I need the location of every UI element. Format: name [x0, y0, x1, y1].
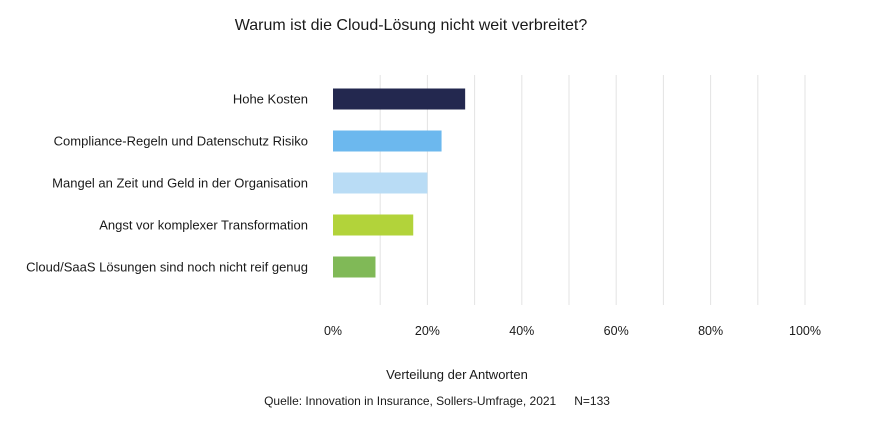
bar — [333, 88, 466, 110]
category-label: Hohe Kosten — [233, 92, 308, 107]
x-tick-label: 100% — [789, 324, 821, 338]
bar — [333, 172, 428, 194]
category-label: Angst vor komplexer Transformation — [99, 218, 308, 233]
category-labels: Hohe Kosten Compliance-Regeln und Datensc… — [26, 92, 308, 275]
x-tick-label: 20% — [415, 324, 440, 338]
x-tick-label: 40% — [509, 324, 534, 338]
bar — [333, 130, 442, 152]
x-tick-label: 0% — [324, 324, 342, 338]
category-label: Mangel an Zeit und Geld in der Organisat… — [52, 176, 308, 191]
category-label: Compliance-Regeln und Datenschutz Risiko — [54, 134, 308, 149]
source-text: Quelle: Innovation in Insurance, Sollers… — [264, 394, 556, 408]
bar — [333, 214, 414, 236]
chart-title: Warum ist die Cloud-Lösung nicht weit ve… — [235, 17, 588, 34]
bar — [333, 256, 376, 278]
x-axis-label: Verteilung der Antworten — [386, 367, 528, 382]
x-tick-labels: 0% 20% 40% 60% 80% 100% — [324, 324, 821, 338]
category-label: Cloud/SaaS Lösungen sind noch nicht reif… — [26, 260, 308, 275]
grid-lines — [379, 75, 806, 305]
bars — [333, 88, 466, 278]
x-tick-label: 60% — [604, 324, 629, 338]
x-tick-label: 80% — [698, 324, 723, 338]
sample-size: N=133 — [574, 394, 610, 408]
source-note: Quelle: Innovation in Insurance, Sollers… — [264, 394, 610, 408]
